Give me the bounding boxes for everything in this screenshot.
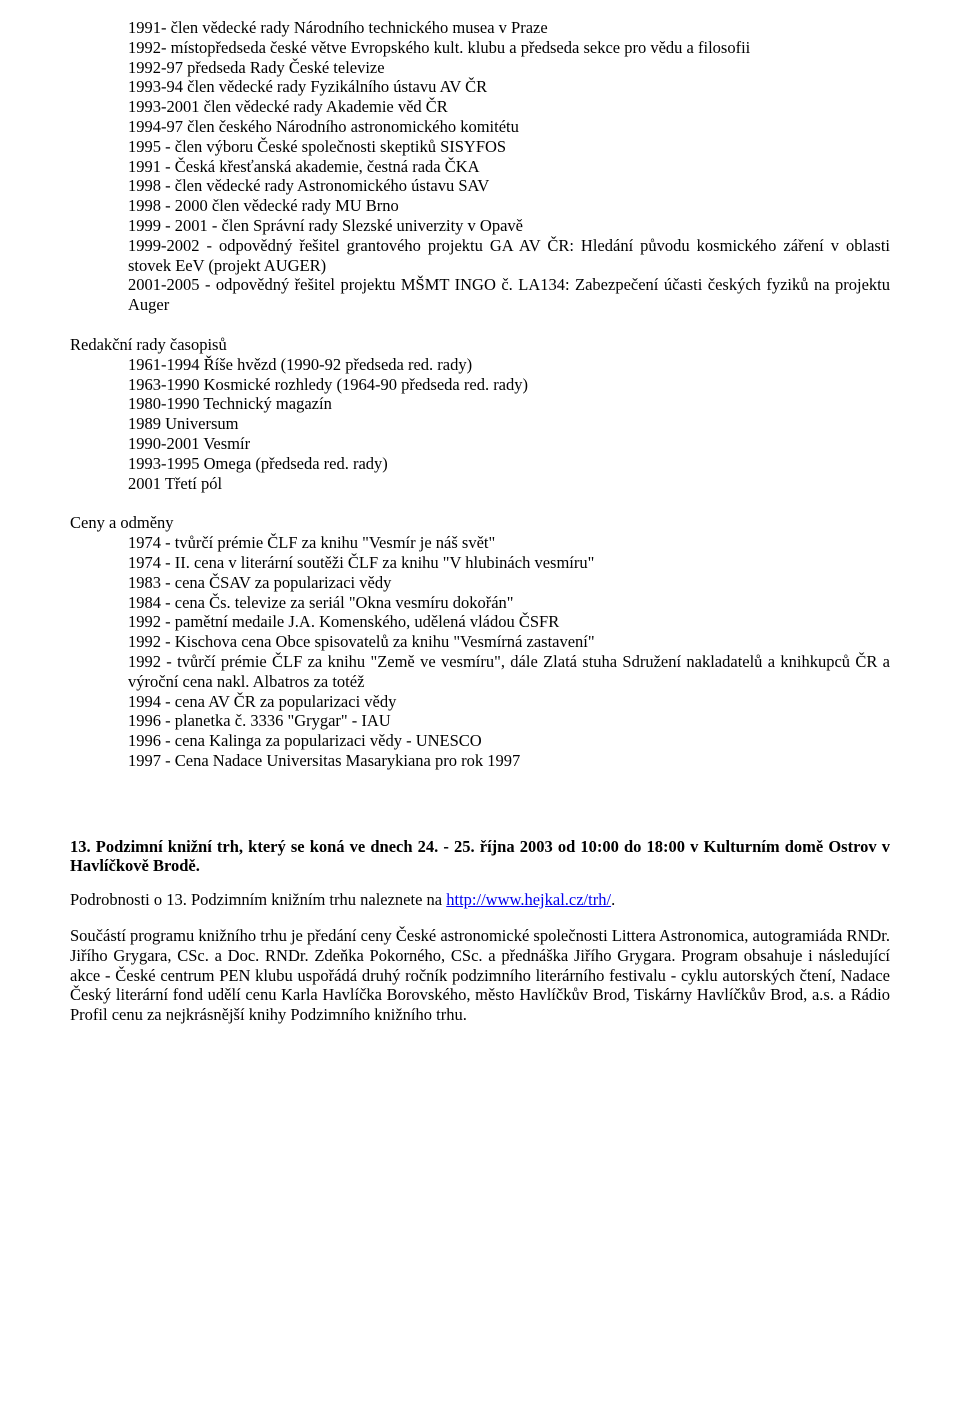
list-item: 1990-2001 Vesmír xyxy=(128,434,890,454)
list-item: 1963-1990 Kosmické rozhledy (1964-90 pře… xyxy=(128,375,890,395)
list-item: 1994 - cena AV ČR za popularizaci vědy xyxy=(128,692,890,712)
list-item: 1995 - člen výboru České společnosti ske… xyxy=(128,137,890,157)
awards-label: Ceny a odměny xyxy=(70,513,890,533)
editorial-list: 1961-1994 Říše hvězd (1990-92 předseda r… xyxy=(70,355,890,494)
list-item: 1980-1990 Technický magazín xyxy=(128,394,890,414)
details-prefix: Podrobnosti o 13. Podzimním knižním trhu… xyxy=(70,890,446,909)
list-item: 1992 - tvůrčí prémie ČLF za knihu "Země … xyxy=(128,652,890,692)
awards-section: Ceny a odměny 1974 - tvůrčí prémie ČLF z… xyxy=(70,513,890,770)
list-item: 1991 - Česká křesťanská akademie, čestná… xyxy=(128,157,890,177)
list-item: 1992- místopředseda české větve Evropské… xyxy=(128,38,890,58)
list-item: 1993-1995 Omega (předseda red. rady) xyxy=(128,454,890,474)
positions-list: 1991- člen vědecké rady Národního techni… xyxy=(70,18,890,315)
list-item: 1998 - člen vědecké rady Astronomického … xyxy=(128,176,890,196)
list-item: 1991- člen vědecké rady Národního techni… xyxy=(128,18,890,38)
list-item: 1992 - Kischova cena Obce spisovatelů za… xyxy=(128,632,890,652)
list-item: 1974 - II. cena v literární soutěži ČLF … xyxy=(128,553,890,573)
details-suffix: . xyxy=(611,890,615,909)
event-heading: 13. Podzimní knižní trh, který se koná v… xyxy=(70,837,890,877)
list-item: 1993-2001 člen vědecké rady Akademie věd… xyxy=(128,97,890,117)
editorial-label: Redakční rady časopisů xyxy=(70,335,890,355)
details-paragraph: Podrobnosti o 13. Podzimním knižním trhu… xyxy=(70,890,890,910)
list-item: 1961-1994 Říše hvězd (1990-92 předseda r… xyxy=(128,355,890,375)
list-item: 1993-94 člen vědecké rady Fyzikálního ús… xyxy=(128,77,890,97)
list-item: 1992-97 předseda Rady České televize xyxy=(128,58,890,78)
list-item: 1997 - Cena Nadace Universitas Masarykia… xyxy=(128,751,890,771)
list-item: 1996 - planetka č. 3336 "Grygar" - IAU xyxy=(128,711,890,731)
list-item: 1999 - 2001 - člen Správní rady Slezské … xyxy=(128,216,890,236)
details-link[interactable]: http://www.hejkal.cz/trh/ xyxy=(446,890,611,909)
list-item: 1999-2002 - odpovědný řešitel grantového… xyxy=(128,236,890,276)
positions-section: 1991- člen vědecké rady Národního techni… xyxy=(70,18,890,315)
list-item: 1992 - pamětní medaile J.A. Komenského, … xyxy=(128,612,890,632)
list-item: 2001-2005 - odpovědný řešitel projektu M… xyxy=(128,275,890,315)
awards-list: 1974 - tvůrčí prémie ČLF za knihu "Vesmí… xyxy=(70,533,890,771)
list-item: 1998 - 2000 člen vědecké rady MU Brno xyxy=(128,196,890,216)
list-item: 1994-97 člen českého Národního astronomi… xyxy=(128,117,890,137)
list-item: 1983 - cena ČSAV za popularizaci vědy xyxy=(128,573,890,593)
list-item: 1984 - cena Čs. televize za seriál "Okna… xyxy=(128,593,890,613)
list-item: 1996 - cena Kalinga za popularizaci vědy… xyxy=(128,731,890,751)
final-paragraph: Součástí programu knižního trhu je předá… xyxy=(70,926,890,1025)
list-item: 2001 Třetí pól xyxy=(128,474,890,494)
editorial-section: Redakční rady časopisů 1961-1994 Říše hv… xyxy=(70,335,890,493)
list-item: 1974 - tvůrčí prémie ČLF za knihu "Vesmí… xyxy=(128,533,890,553)
list-item: 1989 Universum xyxy=(128,414,890,434)
